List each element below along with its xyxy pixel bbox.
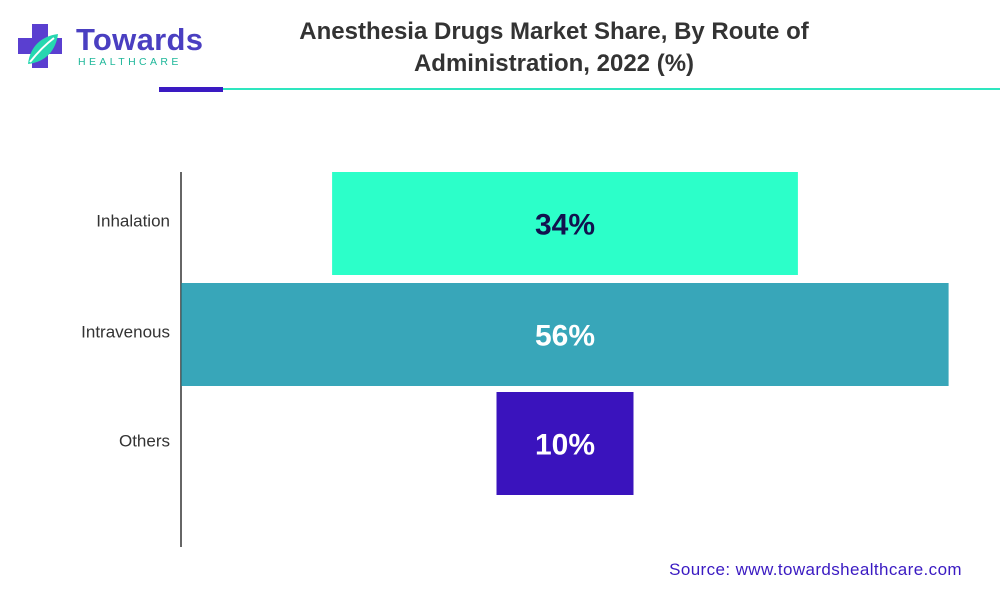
bar-others [496, 392, 634, 495]
chart-title-line-1: Anesthesia Drugs Market Share, By Route … [299, 18, 809, 45]
chart-title: Anesthesia Drugs Market Share, By Route … [250, 16, 858, 80]
medical-cross-leaf-icon [18, 24, 62, 68]
bars-group: 34% Inhalation 56% Intravenous 10% Others [81, 172, 949, 495]
data-label-intravenous: 56% [535, 320, 595, 353]
bar-inhalation [332, 172, 798, 275]
category-label-intravenous: Intravenous [81, 323, 170, 342]
category-label-others: Others [119, 432, 170, 451]
brand-subtitle: HEALTHCARE [78, 56, 182, 68]
bar-intravenous [181, 283, 949, 386]
data-label-others: 10% [535, 429, 595, 462]
header-rule-accent [159, 87, 223, 92]
category-label-inhalation: Inhalation [96, 212, 170, 231]
header-rule [223, 88, 1000, 90]
brand-name: Towards [76, 22, 204, 57]
brand-logo: Towards HEALTHCARE [14, 16, 203, 76]
source-note: Source: www.towardshealthcare.com [669, 560, 962, 579]
data-label-inhalation: 34% [535, 209, 595, 242]
chart-title-line-2: Administration, 2022 (%) [413, 50, 695, 77]
